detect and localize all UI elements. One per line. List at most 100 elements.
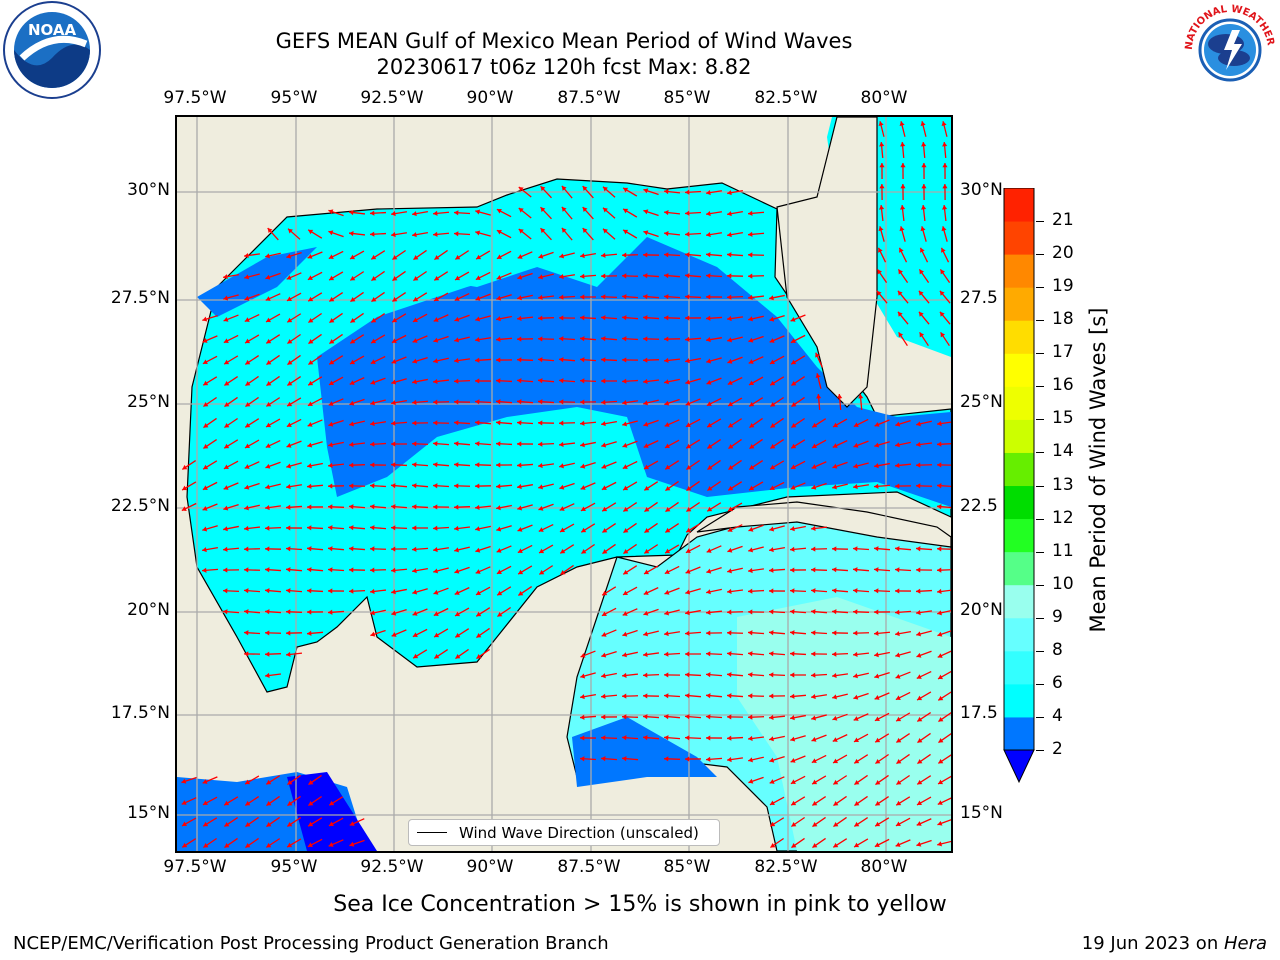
- wind-arrow-head: [937, 567, 942, 573]
- wind-arrow-head: [601, 714, 606, 720]
- wind-arrow-head: [287, 380, 293, 386]
- wind-arrow-head: [412, 568, 417, 574]
- wind-arrow-head: [580, 357, 585, 363]
- wind-arrow-head: [921, 142, 927, 147]
- wind-arrow-head: [580, 378, 585, 384]
- wind-arrow-head: [622, 315, 627, 321]
- wind-arrow-head: [182, 821, 188, 827]
- wind-arrow-head: [791, 821, 797, 827]
- wind-arrow-head: [244, 484, 250, 490]
- wind-arrow-head: [874, 630, 879, 636]
- wind-arrow-head: [202, 505, 208, 511]
- wind-arrow-head: [371, 338, 377, 344]
- colorbar-tick-label: 16: [1052, 375, 1074, 396]
- wind-arrow-head: [433, 337, 439, 343]
- wind-arrow-head: [895, 483, 900, 489]
- lat-tick-right: 15°N: [960, 803, 1003, 823]
- wind-arrow-head: [622, 442, 628, 448]
- wind-arrow-head: [895, 652, 901, 658]
- wind-arrow-head: [223, 567, 228, 573]
- wind-arrow-head: [832, 737, 838, 742]
- wind-arrow-head: [370, 504, 375, 510]
- wind-arrow-head: [540, 228, 546, 234]
- wind-arrow-head: [265, 609, 270, 615]
- wind-arrow-head: [644, 528, 650, 533]
- wind-arrow-head: [895, 546, 900, 552]
- wind-arrow-head: [434, 296, 440, 302]
- colorbar-tick-mark: [1036, 650, 1044, 652]
- wind-arrow-head: [622, 464, 628, 469]
- colorbar-tick-mark: [1036, 353, 1044, 355]
- wind-arrow-head: [245, 338, 251, 344]
- wind-arrow-head: [748, 252, 753, 258]
- wind-arrow-head: [560, 548, 566, 554]
- colorbar-segment: [1004, 485, 1034, 520]
- wind-arrow-head: [265, 484, 271, 490]
- wind-arrow-head: [622, 631, 628, 637]
- wind-arrow-head: [706, 232, 711, 238]
- wind-arrow-head: [202, 485, 208, 490]
- wind-arrow-head: [811, 567, 816, 573]
- wind-arrow-head: [643, 378, 648, 385]
- wind-arrow-head: [707, 506, 713, 512]
- map-panel: [175, 115, 953, 853]
- wind-arrow-head: [919, 332, 925, 338]
- wind-arrow-head: [224, 422, 230, 428]
- wind-arrow-head: [706, 672, 711, 678]
- wind-arrow-head: [664, 400, 670, 406]
- colorbar-tick-mark: [1036, 452, 1044, 454]
- wind-arrow-head: [266, 338, 272, 344]
- wind-arrow-head: [937, 546, 942, 552]
- wind-arrow-head: [643, 188, 649, 194]
- wind-arrow-head: [266, 842, 272, 848]
- wind-arrow-head: [937, 841, 943, 847]
- wind-arrow-head: [602, 207, 608, 213]
- wind-arrow-head: [265, 546, 270, 552]
- wind-arrow-head: [349, 421, 354, 427]
- wind-arrow-head: [833, 801, 839, 806]
- wind-arrow-head: [644, 464, 650, 470]
- wind-arrow-head: [643, 315, 648, 321]
- wind-arrow-head: [853, 673, 858, 679]
- colorbar-segment: [1004, 254, 1034, 288]
- wind-arrow-head: [942, 163, 948, 168]
- wind-arrow-head: [328, 209, 334, 215]
- wind-arrow-head: [307, 567, 312, 573]
- colorbar-segment: [1004, 386, 1034, 420]
- wind-arrow-head: [791, 800, 797, 806]
- wind-arrow-head: [370, 210, 375, 216]
- wind-arrow-head: [874, 673, 880, 679]
- wind-arrow-head: [518, 186, 524, 192]
- wind-arrow-head: [811, 736, 817, 742]
- wind-arrow-head: [895, 462, 900, 468]
- wind-arrow-head: [686, 486, 692, 491]
- lon-tick-top: 97.5°W: [163, 88, 227, 108]
- wind-arrow-head: [790, 485, 796, 490]
- wind-arrow-head: [897, 290, 903, 296]
- wind-arrow-head: [854, 842, 860, 848]
- wind-arrow-head: [727, 693, 732, 699]
- wind-arrow-head: [921, 163, 927, 168]
- wind-arrow-head: [854, 758, 860, 764]
- caribbean-pale-region: [737, 597, 951, 851]
- wind-arrow-head: [853, 609, 858, 615]
- wind-arrow-head: [832, 694, 837, 700]
- wind-arrow-head: [644, 507, 650, 512]
- wind-arrow-head: [497, 590, 503, 596]
- gulf-of-mexico-map: [177, 117, 951, 851]
- wind-arrow-head: [370, 588, 375, 595]
- wind-arrow-head: [202, 316, 208, 322]
- wind-arrow-head: [349, 210, 354, 216]
- wind-arrow-head: [267, 228, 273, 233]
- wind-arrow-head: [371, 297, 377, 302]
- wind-arrow-head: [664, 422, 670, 427]
- wind-arrow-head: [896, 779, 902, 785]
- wind-arrow-head: [328, 842, 334, 847]
- wind-arrow-head: [811, 758, 817, 763]
- wind-arrow-head: [224, 843, 230, 848]
- wind-arrow-head: [643, 209, 649, 215]
- wind-arrow-head: [832, 651, 837, 657]
- wind-arrow-head: [371, 317, 377, 323]
- wind-arrow-head: [328, 462, 333, 468]
- wind-arrow-head: [307, 504, 312, 510]
